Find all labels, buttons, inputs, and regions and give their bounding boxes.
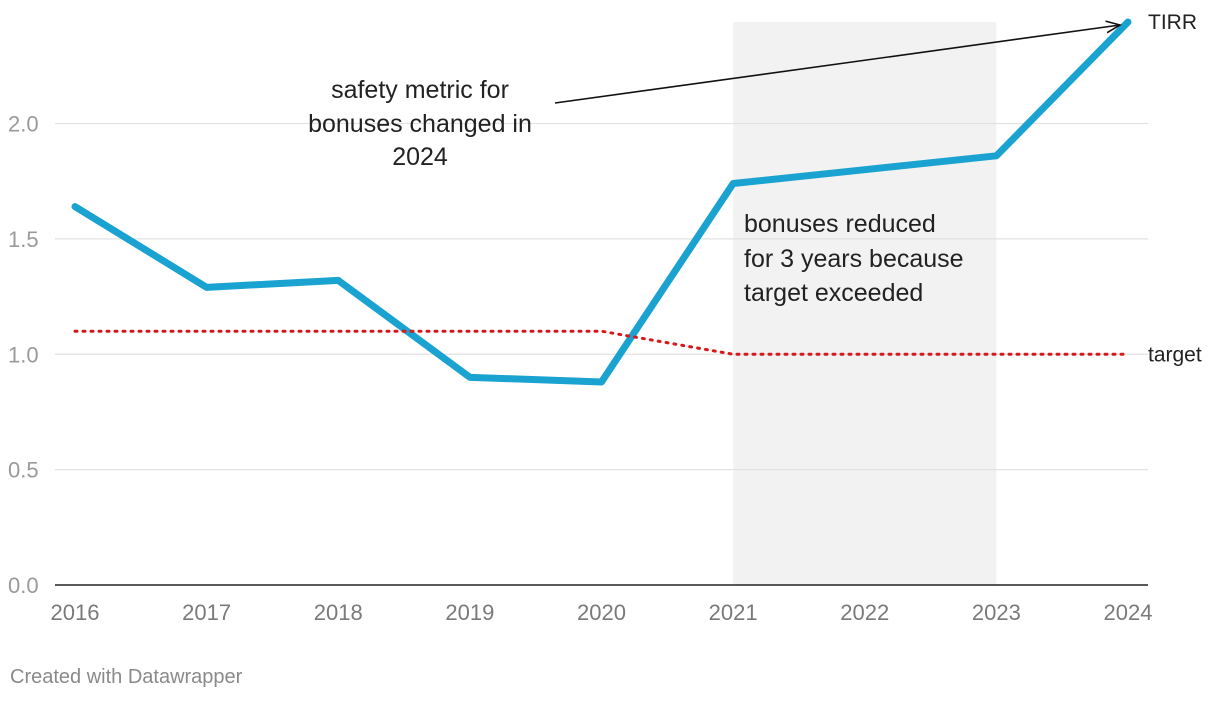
y-tick-label: 2.0 [8, 112, 39, 137]
data-point-target [862, 351, 868, 357]
x-tick-label: 2022 [840, 600, 889, 625]
highlight-band [733, 22, 997, 585]
annotation-arrowhead [1105, 20, 1123, 34]
data-point-target [730, 351, 736, 357]
annotation-bonuses-reduced: for 3 years because [744, 245, 964, 273]
x-tick-label: 2018 [314, 600, 363, 625]
series-line-target [73, 329, 1130, 356]
x-tick-label: 2017 [182, 600, 231, 625]
annotation-metric-change: bonuses changed in [308, 110, 532, 138]
y-tick-label: 0.0 [8, 573, 39, 598]
series-label-tirr: TIRR [1148, 11, 1197, 34]
data-point-tirr [993, 153, 999, 159]
data-point-tirr [204, 284, 210, 290]
data-point-tirr [730, 181, 736, 187]
annotation-bonuses-reduced: bonuses reduced [744, 210, 936, 238]
x-tick-label: 2021 [709, 600, 758, 625]
data-point-target [467, 328, 473, 334]
x-tick-label: 2020 [577, 600, 626, 625]
x-tick-label: 2023 [972, 600, 1021, 625]
y-tick-label: 1.0 [8, 342, 39, 367]
series-label-target: target [1148, 343, 1202, 366]
data-point-target [993, 351, 999, 357]
y-tick-label: 1.5 [8, 227, 39, 252]
data-point-target [72, 328, 78, 334]
data-point-tirr [72, 204, 78, 210]
data-point-target [1125, 351, 1131, 357]
x-tick-label: 2019 [445, 600, 494, 625]
annotation-bonuses-reduced: target exceeded [744, 279, 923, 307]
line-chart: 0.0 0.5 1.0 1.5 2.0 2016 2017 2018 2019 2020 2021 2… [8, 11, 1202, 625]
data-point-tirr [599, 379, 605, 385]
data-point-tirr [862, 167, 868, 173]
annotation-arrow [554, 24, 1121, 104]
data-point-target [335, 328, 341, 334]
series-line-tirr [71, 18, 1132, 386]
y-tick-label: 0.5 [8, 458, 39, 483]
data-point-target [599, 328, 605, 334]
data-point-tirr [467, 374, 473, 380]
x-tick-label: 2024 [1104, 600, 1153, 625]
x-tick-label: 2016 [51, 600, 100, 625]
data-point-target [204, 328, 210, 334]
data-point-tirr [335, 277, 341, 283]
datawrapper-credit: Created with Datawrapper [10, 666, 243, 688]
data-point-tirr [1125, 19, 1131, 25]
annotation-metric-change: safety metric for [331, 76, 509, 104]
annotation-metric-change: 2024 [392, 143, 448, 171]
